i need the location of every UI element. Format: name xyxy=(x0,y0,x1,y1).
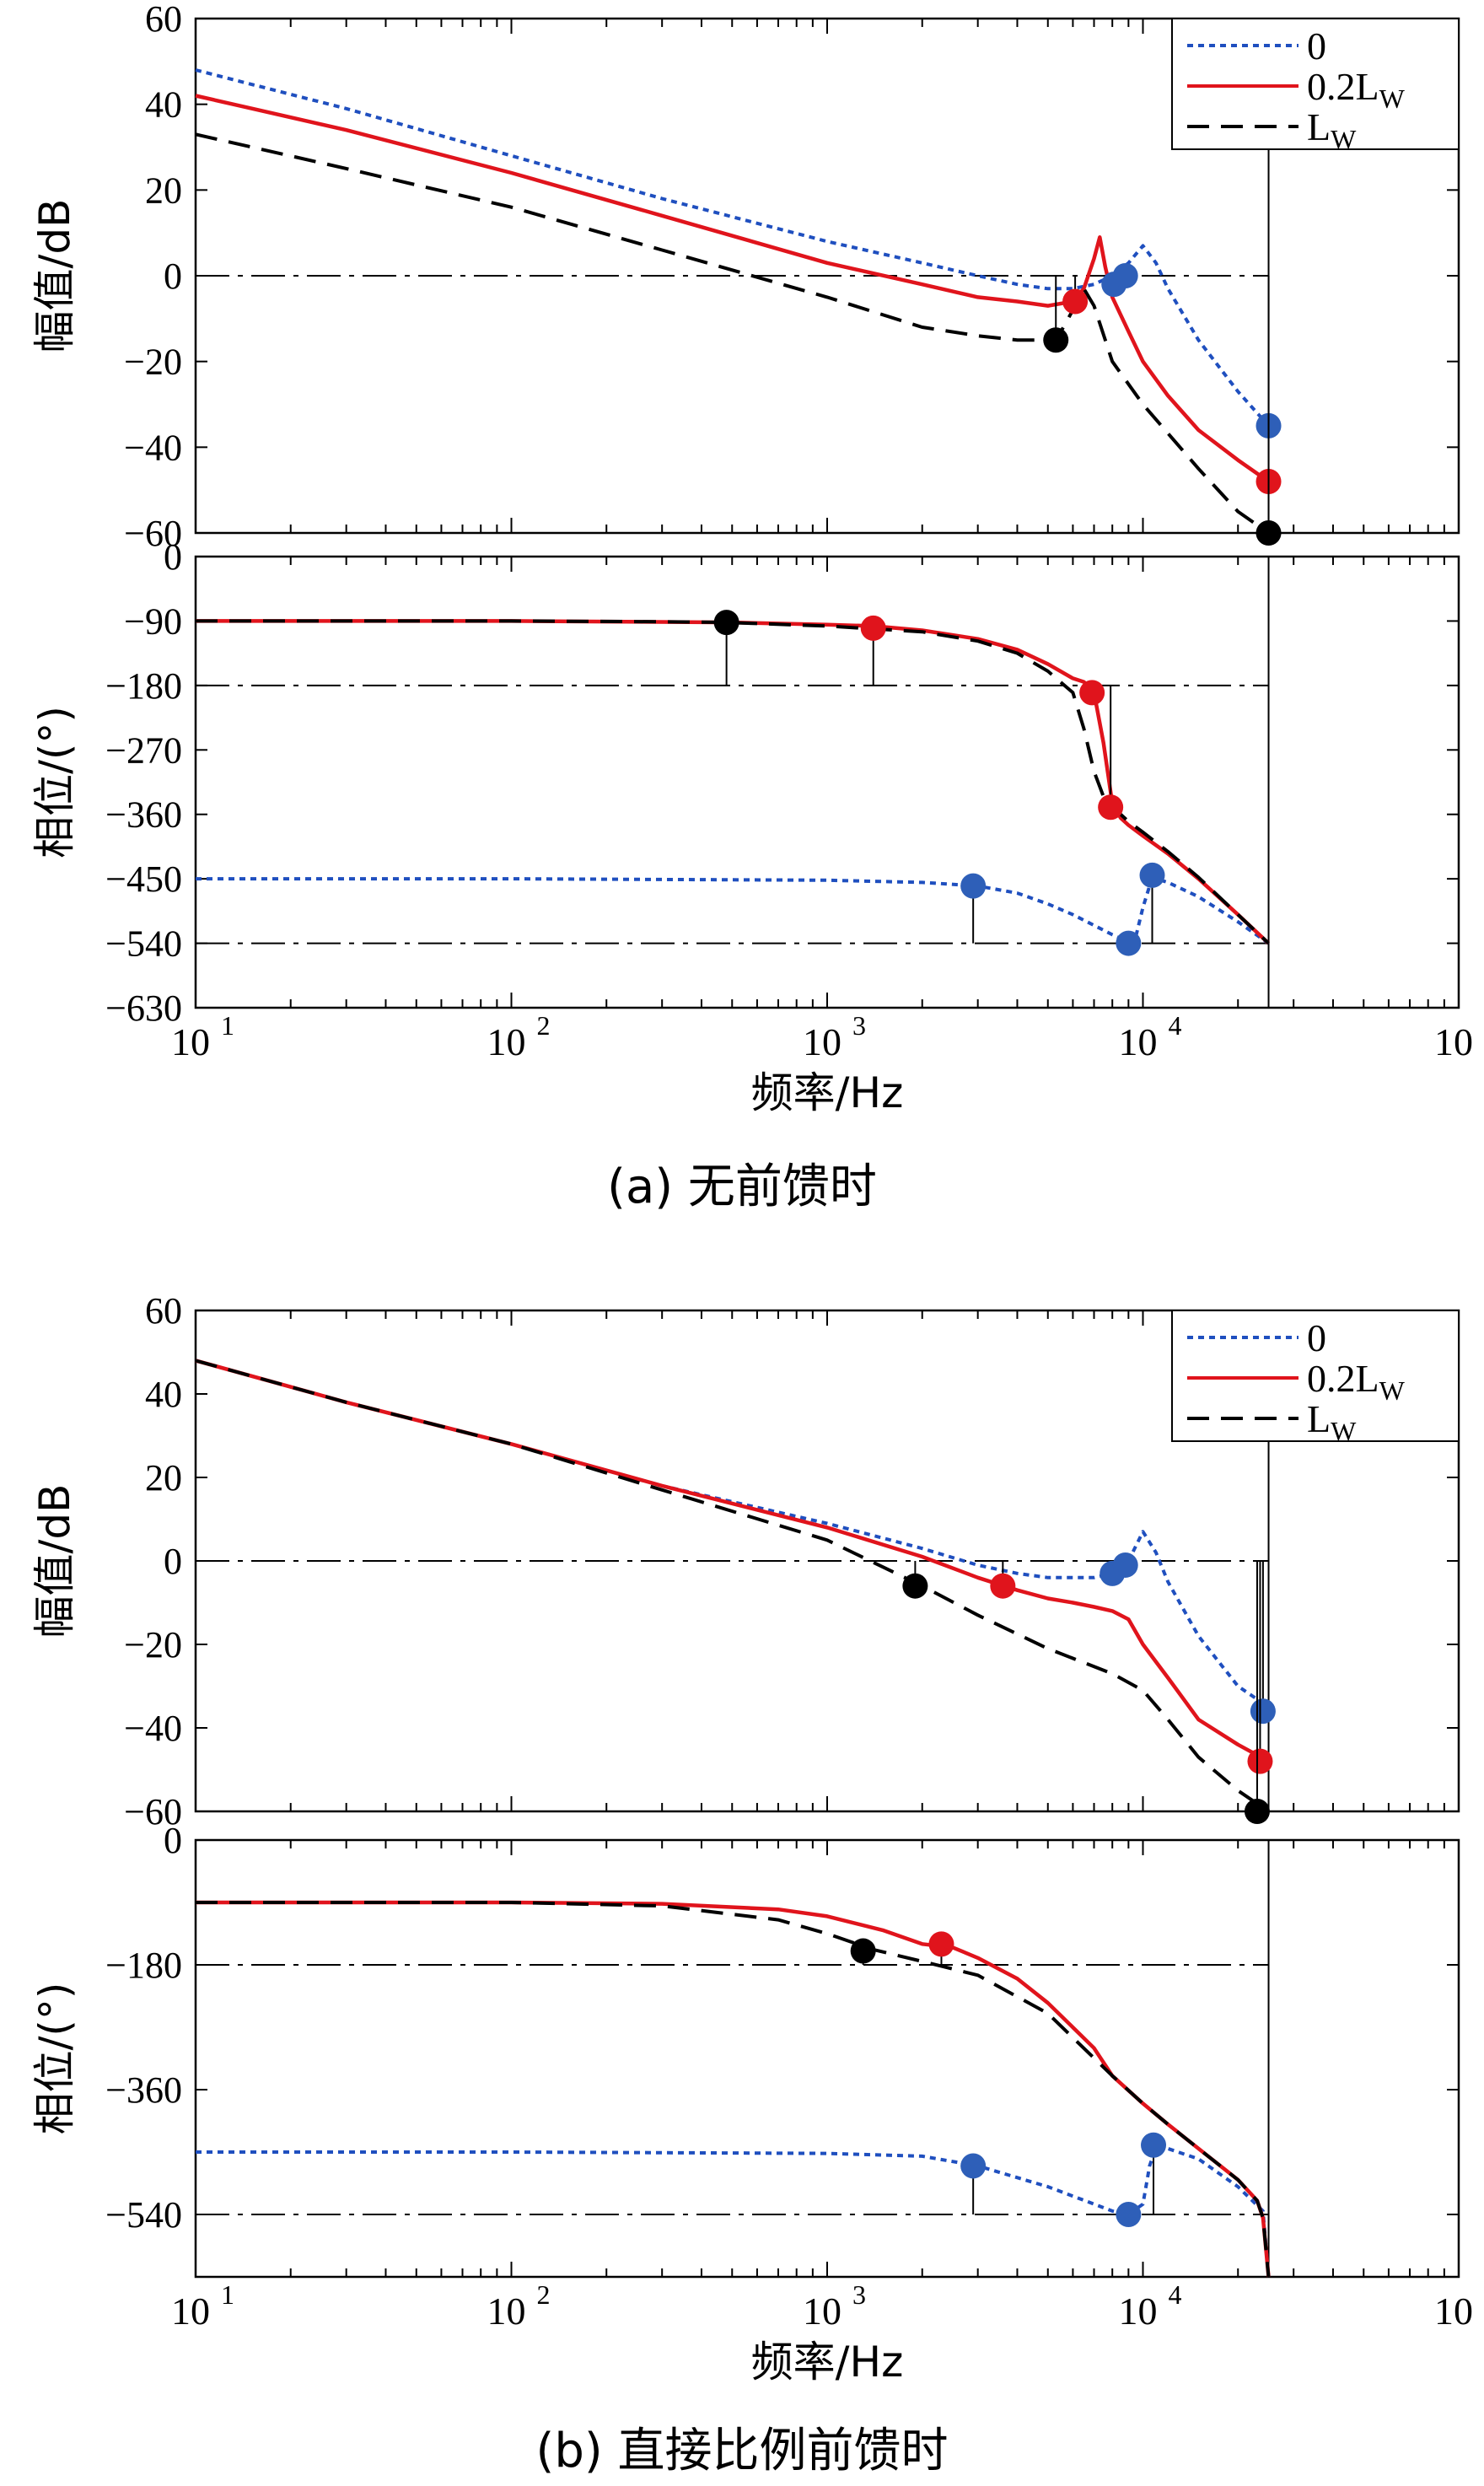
marker-point-02Lw xyxy=(1062,288,1089,315)
legend-label-02Lw: 0.2LW xyxy=(1307,1357,1406,1406)
series-line-0 xyxy=(195,1359,1270,1708)
marker-point-0 xyxy=(1139,862,1165,888)
series-line-Lw xyxy=(196,619,1270,945)
legend-label-0: 0 xyxy=(1307,1316,1326,1359)
marker-point-Lw xyxy=(1255,520,1282,546)
y-tick-label: −360 xyxy=(105,794,182,836)
x-tick-exponent: 3 xyxy=(852,2279,866,2310)
x-axis-label: 频率/Hz xyxy=(751,2338,904,2386)
x-tick-exponent: 2 xyxy=(537,1010,551,1041)
marker-point-0 xyxy=(960,2153,987,2179)
series-line-02Lw xyxy=(195,1359,1270,1763)
y-axis-label: 幅值/dB xyxy=(30,1484,79,1638)
marker-point-02Lw xyxy=(928,1931,954,1957)
marker-point-02Lw xyxy=(860,615,886,641)
caption-b: (b) 直接比例前馈时 xyxy=(535,2424,948,2478)
series-line-02Lw xyxy=(195,94,1270,483)
panel-a-phase: 0 −90 −180 −270 −360 −450 −540 −630 相位/(°) 10 1 10 2… xyxy=(30,536,1473,1117)
y-tick-label: −180 xyxy=(105,1945,182,1986)
marker-point-Lw xyxy=(850,1938,876,1964)
y-axis-label: 幅值/dB xyxy=(30,199,79,353)
x-tick-exponent: 2 xyxy=(537,2279,551,2310)
x-tick-label: 10 xyxy=(1119,1020,1158,1063)
marker-point-0 xyxy=(960,873,987,899)
y-tick-label: −540 xyxy=(105,2194,182,2236)
marker-point-02Lw xyxy=(1079,680,1105,706)
x-tick-label: 10 xyxy=(803,2290,841,2333)
legend-box xyxy=(1171,18,1460,150)
y-tick-label: 0 xyxy=(164,256,182,297)
y-tick-label: −180 xyxy=(105,665,182,707)
x-tick-exponent: 4 xyxy=(1169,1010,1182,1041)
x-tick-label: 10 xyxy=(803,1020,841,1063)
x-tick-label: 10 xyxy=(171,2290,210,2333)
y-tick-label: −90 xyxy=(124,600,182,642)
marker-point-Lw xyxy=(1244,1799,1270,1824)
marker-point-Lw xyxy=(713,610,739,636)
panels-layer: 6040200−20−40−60幅值/dB00.2LWLW0−90−180−27… xyxy=(30,0,1473,2386)
x-tick-label: 10 xyxy=(1119,2290,1158,2333)
y-tick-label: 40 xyxy=(145,84,182,126)
marker-point-0 xyxy=(1141,2132,1167,2158)
marker-point-02Lw xyxy=(1247,1748,1273,1774)
y-tick-label: −40 xyxy=(124,427,182,468)
y-tick-label: −270 xyxy=(105,729,182,771)
series-line-Lw xyxy=(196,1901,1271,2278)
y-tick-label: −60 xyxy=(124,513,182,554)
y-axis-label: 相位/(°) xyxy=(30,1983,79,2135)
y-tick-label: −630 xyxy=(105,987,182,1029)
marker-point-02Lw xyxy=(990,1573,1016,1599)
marker-point-0 xyxy=(1112,1552,1138,1578)
y-tick-label: 0 xyxy=(164,1820,182,1861)
x-tick-label: 10 xyxy=(487,2290,526,2333)
legend-box xyxy=(1171,1310,1460,1442)
x-tick-exponent: 3 xyxy=(852,1010,866,1041)
y-tick-label: 0 xyxy=(164,1541,182,1582)
legend-label-0: 0 xyxy=(1307,24,1326,67)
y-tick-label: −20 xyxy=(124,1624,182,1665)
y-tick-label: −450 xyxy=(105,858,182,900)
y-tick-label: −40 xyxy=(124,1708,182,1749)
x-axis-label: 频率/Hz xyxy=(751,1068,904,1117)
series-line-Lw xyxy=(195,1359,1270,1813)
y-tick-label: −360 xyxy=(105,2069,182,2111)
x-tick-exponent: 1 xyxy=(221,1010,234,1041)
x-tick-label: 10 xyxy=(1434,1020,1473,1063)
series-line-0 xyxy=(196,877,1270,945)
marker-point-02Lw xyxy=(1098,794,1124,821)
y-tick-label: −20 xyxy=(124,342,182,383)
series-line-02Lw xyxy=(196,1900,1271,2278)
caption-a: (a) 无前馈时 xyxy=(607,1160,877,1214)
series-line-0 xyxy=(196,2145,1271,2278)
x-tick-label: 10 xyxy=(1434,2290,1473,2333)
y-tick-label: 20 xyxy=(145,1457,182,1499)
series-line-0 xyxy=(195,68,1270,428)
x-tick-exponent: 1 xyxy=(221,2279,234,2310)
marker-point-0 xyxy=(1112,263,1138,288)
y-tick-label: 60 xyxy=(145,1290,182,1332)
y-tick-label: 40 xyxy=(145,1374,182,1415)
y-tick-label: 0 xyxy=(164,536,182,578)
x-tick-exponent: 4 xyxy=(1169,2279,1182,2310)
y-tick-label: −60 xyxy=(124,1791,182,1832)
y-axis-label: 相位/(°) xyxy=(30,706,79,858)
series-line-02Lw xyxy=(196,619,1271,945)
marker-point-0 xyxy=(1116,930,1142,956)
y-tick-label: 20 xyxy=(145,170,182,211)
y-tick-label: −540 xyxy=(105,923,182,965)
series-line-Lw xyxy=(195,132,1270,535)
y-tick-label: 60 xyxy=(145,0,182,40)
marker-point-0 xyxy=(1250,1698,1276,1725)
marker-point-Lw xyxy=(1043,327,1069,353)
x-tick-label: 10 xyxy=(171,1020,210,1063)
marker-point-Lw xyxy=(902,1573,928,1599)
marker-point-0 xyxy=(1116,2202,1142,2227)
x-tick-label: 10 xyxy=(487,1020,526,1063)
